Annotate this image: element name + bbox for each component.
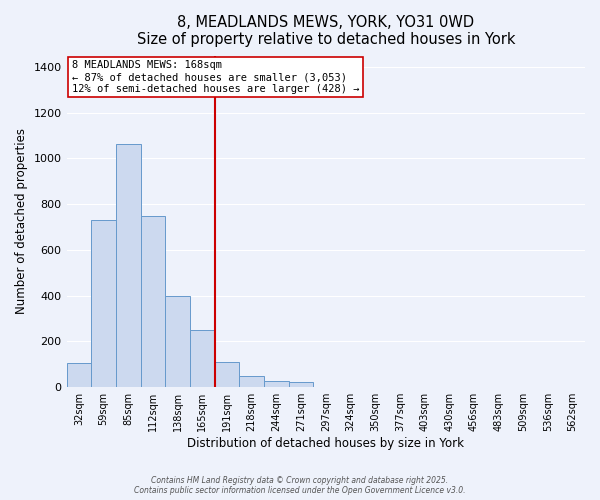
Text: 8 MEADLANDS MEWS: 168sqm
← 87% of detached houses are smaller (3,053)
12% of sem: 8 MEADLANDS MEWS: 168sqm ← 87% of detach…	[72, 60, 359, 94]
Bar	[190, 330, 215, 387]
Y-axis label: Number of detached properties: Number of detached properties	[15, 128, 28, 314]
X-axis label: Distribution of detached houses by size in York: Distribution of detached houses by size …	[187, 437, 464, 450]
Bar	[289, 382, 313, 387]
Bar	[140, 216, 165, 387]
Bar	[215, 362, 239, 387]
Title: 8, MEADLANDS MEWS, YORK, YO31 0WD
Size of property relative to detached houses i: 8, MEADLANDS MEWS, YORK, YO31 0WD Size o…	[137, 15, 515, 48]
Bar	[91, 220, 116, 387]
Text: Contains HM Land Registry data © Crown copyright and database right 2025.
Contai: Contains HM Land Registry data © Crown c…	[134, 476, 466, 495]
Bar	[264, 381, 289, 387]
Bar	[165, 296, 190, 387]
Bar	[67, 362, 91, 387]
Bar	[116, 144, 140, 387]
Bar	[239, 376, 264, 387]
